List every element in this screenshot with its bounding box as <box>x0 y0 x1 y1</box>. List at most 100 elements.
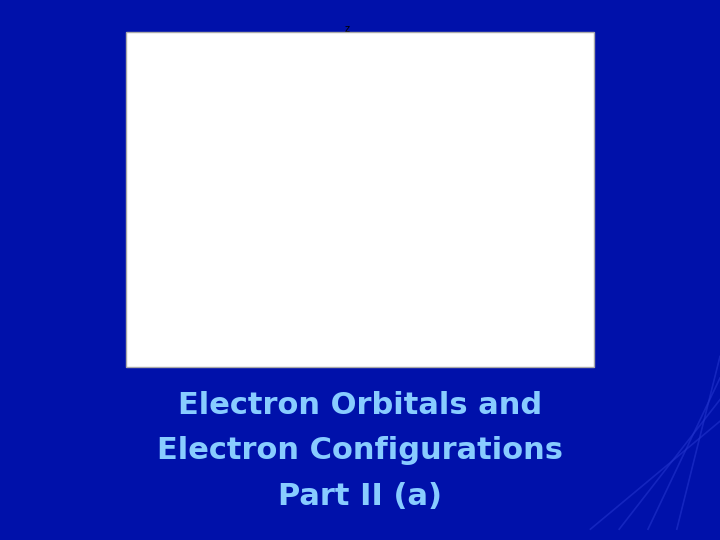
Polygon shape <box>198 177 212 207</box>
Polygon shape <box>194 167 217 216</box>
Polygon shape <box>465 174 505 231</box>
Polygon shape <box>482 103 529 202</box>
Polygon shape <box>505 202 506 204</box>
Polygon shape <box>330 193 364 280</box>
Polygon shape <box>335 193 360 259</box>
Polygon shape <box>495 202 517 248</box>
Polygon shape <box>329 193 366 285</box>
Polygon shape <box>505 181 536 224</box>
Polygon shape <box>480 202 531 312</box>
Polygon shape <box>328 92 367 193</box>
Polygon shape <box>497 202 515 241</box>
Polygon shape <box>331 110 364 193</box>
Polygon shape <box>197 175 213 208</box>
Polygon shape <box>162 98 248 285</box>
Polygon shape <box>191 160 220 224</box>
Polygon shape <box>192 164 218 220</box>
Polygon shape <box>505 184 532 221</box>
Polygon shape <box>340 193 355 230</box>
Polygon shape <box>332 114 363 193</box>
Polygon shape <box>505 173 547 232</box>
Polygon shape <box>482 105 529 202</box>
Polygon shape <box>323 69 372 193</box>
Polygon shape <box>333 121 361 193</box>
Polygon shape <box>346 182 349 193</box>
Polygon shape <box>495 158 516 202</box>
Polygon shape <box>325 82 369 193</box>
Polygon shape <box>333 123 361 193</box>
Polygon shape <box>476 181 505 224</box>
Polygon shape <box>343 193 352 217</box>
Polygon shape <box>346 186 348 193</box>
Polygon shape <box>202 186 208 197</box>
Polygon shape <box>324 193 371 313</box>
Polygon shape <box>446 160 505 245</box>
Polygon shape <box>323 193 372 318</box>
Polygon shape <box>339 152 356 193</box>
Polygon shape <box>197 173 214 211</box>
Polygon shape <box>328 193 366 289</box>
Polygon shape <box>346 193 348 198</box>
Polygon shape <box>443 158 505 247</box>
Polygon shape <box>179 134 232 249</box>
Polygon shape <box>484 202 528 296</box>
Polygon shape <box>189 156 222 227</box>
Polygon shape <box>167 109 243 274</box>
Polygon shape <box>499 202 513 230</box>
Polygon shape <box>482 202 530 304</box>
Polygon shape <box>338 193 357 241</box>
Polygon shape <box>329 193 366 287</box>
Polygon shape <box>329 99 366 193</box>
Polygon shape <box>485 112 527 202</box>
Text: Electron Orbitals and: Electron Orbitals and <box>178 390 542 420</box>
Polygon shape <box>326 193 369 302</box>
Polygon shape <box>482 202 529 300</box>
Polygon shape <box>328 97 366 193</box>
Polygon shape <box>487 123 524 202</box>
Polygon shape <box>172 120 238 263</box>
Polygon shape <box>505 186 529 219</box>
Polygon shape <box>164 102 246 281</box>
Polygon shape <box>329 102 366 193</box>
Polygon shape <box>480 202 532 313</box>
Polygon shape <box>166 106 245 278</box>
Polygon shape <box>158 89 253 295</box>
Polygon shape <box>333 193 361 265</box>
Polygon shape <box>505 174 545 231</box>
Polygon shape <box>499 175 513 202</box>
Polygon shape <box>169 113 241 271</box>
Polygon shape <box>493 149 518 202</box>
Polygon shape <box>505 163 561 242</box>
Polygon shape <box>485 187 505 218</box>
Polygon shape <box>480 202 531 309</box>
Polygon shape <box>336 134 359 193</box>
Polygon shape <box>337 140 358 193</box>
Polygon shape <box>505 181 536 224</box>
Polygon shape <box>500 177 512 202</box>
Polygon shape <box>335 127 360 193</box>
Polygon shape <box>337 138 358 193</box>
Polygon shape <box>484 110 528 202</box>
Polygon shape <box>327 193 368 296</box>
Polygon shape <box>325 79 369 193</box>
Polygon shape <box>505 185 531 220</box>
Polygon shape <box>342 167 353 193</box>
Polygon shape <box>331 193 364 276</box>
Polygon shape <box>347 193 348 195</box>
Polygon shape <box>482 99 530 202</box>
Polygon shape <box>324 73 371 193</box>
Polygon shape <box>498 197 505 208</box>
Polygon shape <box>477 182 505 223</box>
Polygon shape <box>339 193 356 234</box>
Polygon shape <box>157 87 253 296</box>
Polygon shape <box>503 202 508 214</box>
Polygon shape <box>503 200 505 205</box>
Polygon shape <box>492 202 519 260</box>
Polygon shape <box>482 186 505 219</box>
Polygon shape <box>505 159 567 246</box>
Polygon shape <box>505 180 538 225</box>
Polygon shape <box>346 193 349 202</box>
Polygon shape <box>444 159 505 246</box>
Polygon shape <box>497 202 515 239</box>
Text: Electron Configurations: Electron Configurations <box>157 436 563 465</box>
